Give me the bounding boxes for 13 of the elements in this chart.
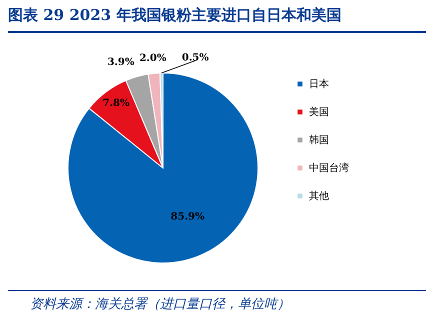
- legend-label: 美国: [309, 106, 329, 118]
- legend-label: 中国台湾: [309, 162, 349, 174]
- legend-label: 其他: [309, 190, 329, 202]
- data-label: 7.8%: [102, 98, 130, 109]
- legend-label: 日本: [309, 78, 329, 90]
- data-label: 2.0%: [139, 53, 167, 64]
- pie-slice: [68, 72, 258, 264]
- data-label: 85.9%: [170, 211, 205, 222]
- text: 资料来源：海关总署（进口量口径，单位吨）: [30, 296, 290, 313]
- data-label: 0.5%: [182, 52, 210, 64]
- data-label: 3.9%: [107, 56, 135, 68]
- chart-title: 图表 29 2023 年我国银粉主要进口自日本和美国: [8, 6, 342, 25]
- legend-label: 韩国: [309, 134, 329, 146]
